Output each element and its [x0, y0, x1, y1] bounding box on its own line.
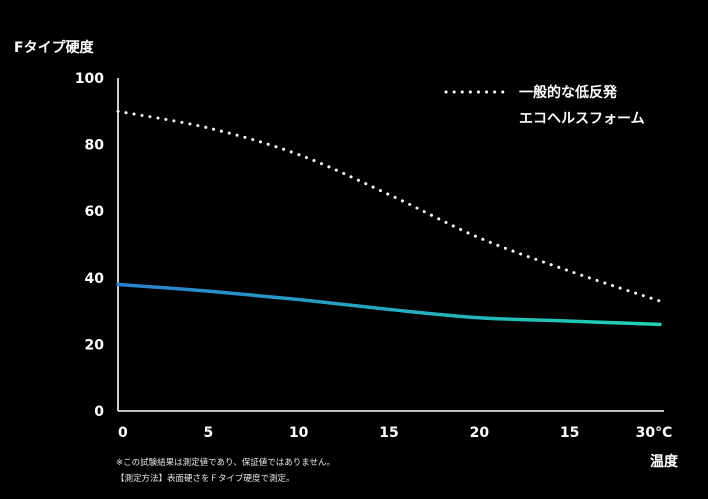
series-line-conventional-foam — [116, 109, 662, 303]
x-tick-label: 15 — [379, 425, 398, 441]
series-line-eco-health-foam — [116, 282, 662, 327]
y-tick-label: 80 — [85, 138, 105, 154]
x-tick-label: 5 — [203, 425, 213, 441]
footnote-disclaimer: ※この試験結果は測定値であり、保証値ではありません。 — [116, 458, 335, 468]
x-tick-label: 0 — [118, 425, 128, 441]
y-tick-label: 0 — [94, 404, 104, 420]
series-layer — [116, 109, 662, 327]
x-tick-label: 30°C — [636, 425, 673, 441]
x-tick-label: 10 — [289, 425, 309, 441]
y-tick-label: 100 — [75, 71, 104, 87]
x-axis-title: 温度 — [650, 453, 679, 470]
y-tick-label: 40 — [85, 271, 105, 287]
y-tick-labels: 0 20 40 60 80 100 — [75, 71, 104, 420]
legend-label-solid: エコヘルスフォーム — [519, 111, 645, 127]
y-axis-title: Fタイプ硬度 — [14, 39, 95, 56]
legend: 一般的な低反発 エコヘルスフォーム — [444, 84, 645, 127]
x-tick-label: 15 — [560, 425, 579, 441]
footnote-method: 【測定方法】表面硬さをＦタイプ硬度で測定。 — [116, 474, 295, 484]
y-tick-label: 20 — [85, 337, 105, 353]
x-tick-label: 20 — [470, 425, 490, 441]
legend-label-dotted: 一般的な低反発 — [519, 84, 618, 101]
y-tick-label: 60 — [85, 204, 105, 220]
x-tick-labels: 0 5 10 15 20 15 30°C — [118, 425, 672, 441]
